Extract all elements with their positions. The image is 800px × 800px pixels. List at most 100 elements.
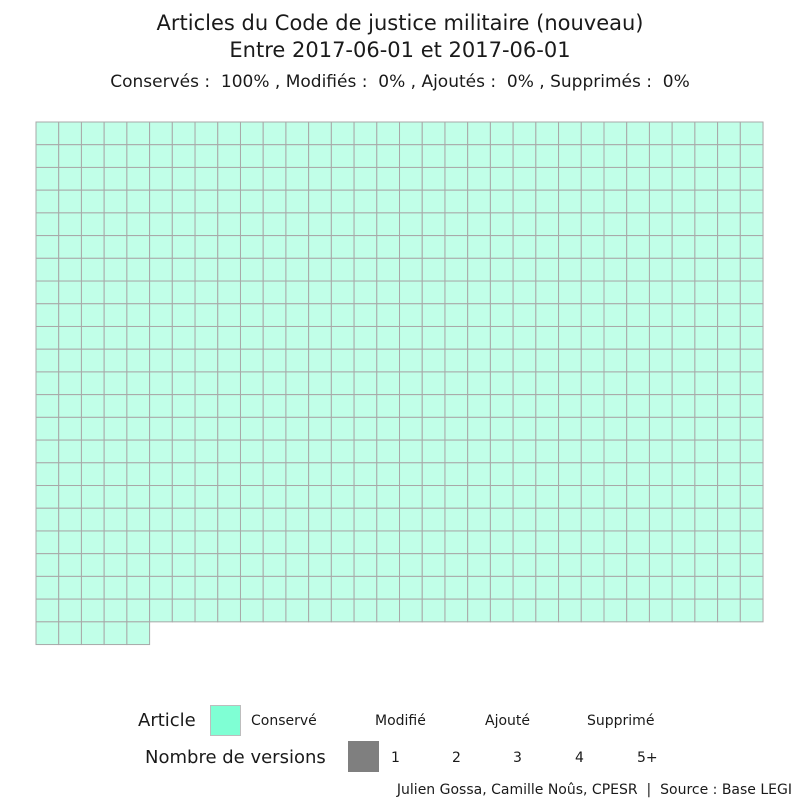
waffle-cell bbox=[353, 212, 378, 237]
waffle-cell bbox=[535, 394, 560, 418]
waffle-cell bbox=[444, 439, 469, 464]
waffle-cell bbox=[35, 394, 60, 418]
waffle-cell bbox=[603, 303, 628, 327]
waffle-cell bbox=[648, 371, 673, 396]
waffle-cell bbox=[694, 144, 719, 168]
waffle-cell bbox=[648, 553, 673, 577]
waffle-cell bbox=[126, 280, 151, 305]
waffle-cell bbox=[626, 485, 650, 509]
waffle-cell bbox=[739, 416, 764, 441]
waffle-cell bbox=[353, 371, 378, 396]
waffle-cell bbox=[262, 280, 287, 305]
waffle-cell bbox=[603, 189, 628, 214]
waffle-cell bbox=[149, 507, 173, 532]
waffle-cell bbox=[376, 416, 401, 441]
waffle-cell bbox=[149, 485, 173, 509]
waffle-cell bbox=[648, 189, 673, 214]
waffle-cell bbox=[308, 235, 332, 259]
waffle-cell bbox=[194, 416, 219, 441]
waffle-cell bbox=[262, 303, 287, 327]
waffle-cell bbox=[444, 507, 469, 532]
waffle-cell bbox=[694, 212, 719, 237]
waffle-cell bbox=[126, 439, 151, 464]
waffle-cell bbox=[717, 303, 741, 327]
waffle-cell bbox=[330, 553, 355, 577]
waffle-cell bbox=[103, 303, 128, 327]
waffle-cell bbox=[421, 485, 446, 509]
waffle-cell bbox=[717, 530, 741, 555]
waffle-cell bbox=[444, 416, 469, 441]
waffle-cell bbox=[35, 166, 60, 191]
waffle-cell bbox=[35, 598, 60, 623]
waffle-cell bbox=[149, 371, 173, 396]
waffle-cell bbox=[217, 575, 241, 600]
waffle-cell bbox=[194, 507, 219, 532]
waffle-cell bbox=[694, 257, 719, 282]
waffle-cell bbox=[626, 553, 650, 577]
legend-label-versions-3: 3 bbox=[513, 750, 522, 766]
waffle-cell bbox=[671, 348, 696, 373]
waffle-cell bbox=[671, 325, 696, 350]
legend-label-modifie: Modifié bbox=[375, 713, 426, 729]
waffle-cell bbox=[353, 485, 378, 509]
waffle-cell bbox=[194, 439, 219, 464]
waffle-cell bbox=[489, 462, 514, 487]
waffle-cell bbox=[285, 530, 310, 555]
waffle-cell bbox=[103, 121, 128, 146]
waffle-cell bbox=[126, 325, 151, 350]
waffle-cell bbox=[489, 575, 514, 600]
waffle-cell bbox=[80, 439, 105, 464]
waffle-cell bbox=[467, 598, 491, 623]
waffle-cell bbox=[126, 621, 151, 646]
waffle-cell bbox=[262, 189, 287, 214]
waffle-cell bbox=[512, 303, 537, 327]
waffle-cell bbox=[603, 280, 628, 305]
waffle-cell bbox=[648, 235, 673, 259]
waffle-cell bbox=[217, 280, 241, 305]
waffle-cell bbox=[353, 507, 378, 532]
waffle-cell bbox=[353, 416, 378, 441]
waffle-cell bbox=[580, 235, 605, 259]
waffle-cell bbox=[194, 348, 219, 373]
waffle-cell bbox=[399, 530, 423, 555]
waffle-cell bbox=[671, 439, 696, 464]
waffle-cell bbox=[694, 235, 719, 259]
waffle-cell bbox=[126, 485, 151, 509]
waffle-cell bbox=[603, 485, 628, 509]
waffle-cell bbox=[399, 371, 423, 396]
waffle-cell bbox=[694, 394, 719, 418]
waffle-cell bbox=[535, 348, 560, 373]
waffle-cell bbox=[580, 166, 605, 191]
waffle-cell bbox=[126, 189, 151, 214]
waffle-cell bbox=[308, 371, 332, 396]
waffle-cell bbox=[580, 598, 605, 623]
waffle-cell bbox=[421, 121, 446, 146]
waffle-cell bbox=[580, 144, 605, 168]
waffle-cell bbox=[239, 371, 264, 396]
waffle-cell bbox=[103, 530, 128, 555]
waffle-cell bbox=[217, 144, 241, 168]
waffle-cell bbox=[58, 303, 82, 327]
waffle-cell bbox=[739, 485, 764, 509]
waffle-cell bbox=[35, 235, 60, 259]
waffle-cell bbox=[80, 212, 105, 237]
waffle-cell bbox=[171, 394, 196, 418]
waffle-cell bbox=[467, 507, 491, 532]
waffle-cell bbox=[126, 530, 151, 555]
waffle-cell bbox=[694, 166, 719, 191]
waffle-cell bbox=[421, 371, 446, 396]
waffle-cell bbox=[626, 575, 650, 600]
waffle-cell bbox=[58, 575, 82, 600]
waffle-cell bbox=[171, 325, 196, 350]
waffle-cell bbox=[444, 348, 469, 373]
waffle-cell bbox=[330, 348, 355, 373]
waffle-cell bbox=[535, 507, 560, 532]
waffle-cell bbox=[558, 325, 582, 350]
waffle-cell bbox=[717, 348, 741, 373]
waffle-cell bbox=[535, 575, 560, 600]
waffle-cell bbox=[35, 575, 60, 600]
waffle-cell bbox=[308, 257, 332, 282]
waffle-cell bbox=[739, 348, 764, 373]
waffle-cell bbox=[558, 166, 582, 191]
